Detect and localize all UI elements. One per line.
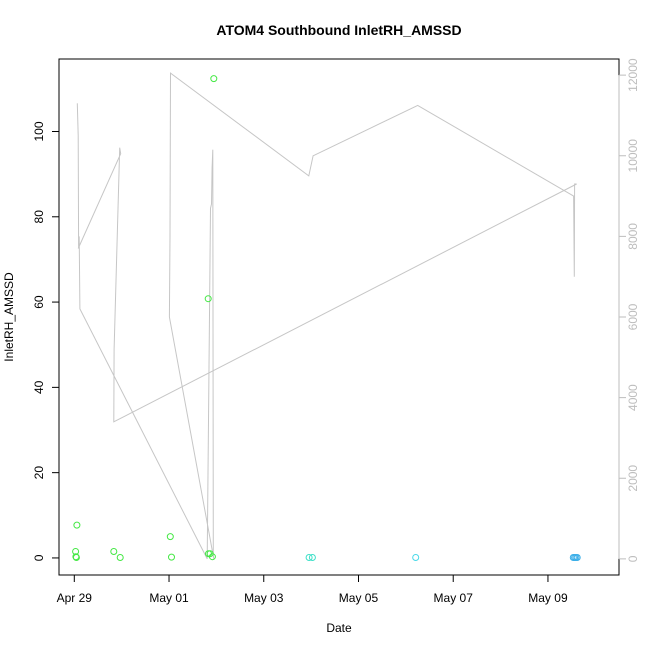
line-layer: [76, 72, 577, 560]
data-point: [110, 548, 118, 555]
y2-tick-label: 10000: [626, 139, 640, 173]
x-tick-label: May 01: [149, 591, 189, 605]
data-point: [72, 554, 80, 561]
x-axis-label: Date: [326, 621, 352, 635]
x-axis: Apr 29 May 01 May 03 May 05 May 07 May 09: [57, 574, 568, 605]
x-tick-label: Apr 29: [57, 591, 93, 605]
plot-frame: [58, 58, 620, 576]
data-point: [210, 75, 218, 83]
data-point: [308, 554, 316, 561]
x-tick-label: May 03: [244, 591, 284, 605]
y2-tick-label: 12000: [626, 58, 640, 92]
x-tick-label: May 05: [339, 591, 379, 605]
y2-tick-label: 0: [626, 555, 640, 562]
y-tick-label: 80: [32, 210, 46, 224]
y-tick-label: 60: [32, 295, 46, 309]
data-point: [208, 553, 216, 561]
chart-title: ATOM4 Southbound InletRH_AMSSD: [216, 22, 461, 38]
data-point: [73, 521, 81, 529]
x-tick-label: May 07: [434, 591, 474, 605]
series-line: [76, 72, 577, 560]
y-axis-label: InletRH_AMSSD: [2, 272, 16, 362]
data-point: [168, 553, 175, 561]
y-tick-label: 40: [32, 380, 46, 394]
y2-tick-label: 8000: [626, 223, 640, 250]
y-axis-left: 0 20 40 60 80 100: [32, 121, 60, 561]
y-axis-right: 0 2000 4000 6000 8000 10000 12000: [618, 58, 640, 562]
data-point: [116, 554, 124, 561]
y2-tick-label: 4000: [626, 384, 640, 411]
data-point: [412, 554, 420, 561]
x-tick-label: May 09: [528, 591, 568, 605]
y-tick-label: 100: [32, 121, 46, 141]
y-tick-label: 20: [32, 466, 46, 480]
data-point: [204, 295, 212, 303]
data-point: [573, 554, 581, 561]
y-tick-label: 0: [32, 554, 46, 561]
data-point: [166, 533, 174, 541]
y2-tick-label: 2000: [626, 465, 640, 492]
points-layer: [72, 75, 581, 561]
data-point: [305, 554, 313, 561]
y2-tick-label: 6000: [626, 303, 640, 330]
